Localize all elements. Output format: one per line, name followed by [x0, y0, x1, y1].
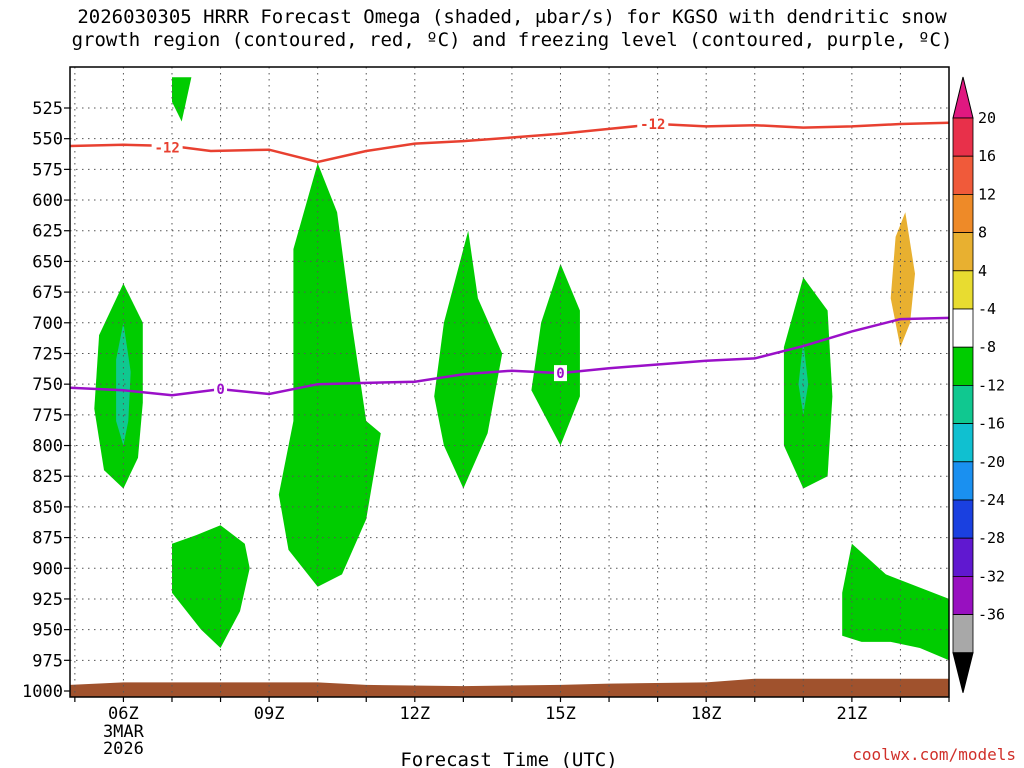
- colorbar-label: -20: [978, 453, 1005, 471]
- colorbar-swatch: [952, 346, 974, 386]
- colorbar-swatch: [952, 384, 974, 424]
- plot-frame: [69, 66, 950, 698]
- x-tick-label: 18Z: [691, 704, 722, 724]
- contour-label-bg: [553, 365, 567, 382]
- y-tick-label: 675: [32, 283, 63, 303]
- colorbar-label: -16: [978, 415, 1005, 433]
- colorbar-swatch: [952, 614, 974, 654]
- x-tick-label: 15Z: [545, 704, 576, 724]
- colorbar-top-arrow: [952, 76, 974, 119]
- omega-region-5: [434, 230, 503, 489]
- y-tick-label: 1000: [22, 682, 63, 702]
- title-line-1: 2026030305 HRRR Forecast Omega (shaded, …: [77, 6, 947, 28]
- colorbar-label: -24: [978, 491, 1005, 509]
- colorbar-swatch: [952, 117, 974, 157]
- y-axis-ticks: 525 550 575 600 625 650 675 700 725 750 775 800 825 8…: [22, 99, 70, 702]
- omega-region-10: [842, 543, 949, 661]
- colorbar-swatch: [952, 155, 974, 195]
- y-tick-label: 875: [32, 529, 63, 549]
- colorbar-swatch: [952, 193, 974, 233]
- colorbar-swatch: [952, 232, 974, 272]
- y-tick-label: 800: [32, 437, 63, 457]
- contour-label: -12: [640, 117, 665, 133]
- colorbar-swatch: [952, 270, 974, 310]
- contour-label-bg: [637, 115, 669, 132]
- y-tick-label: 525: [32, 99, 63, 119]
- y-tick-label: 850: [32, 498, 63, 518]
- x-tick-label: 21Z: [837, 704, 868, 724]
- omega-region-8: [798, 341, 809, 415]
- omega-region-2: [116, 322, 131, 446]
- colorbar-swatch: [952, 576, 974, 616]
- y-tick-label: 750: [32, 375, 63, 395]
- colorbar-label: 8: [978, 224, 987, 242]
- contour-label-bg: [214, 381, 228, 398]
- colorbar-label: 12: [978, 185, 996, 203]
- title-line-2: growth region (contoured, red, ºC) and f…: [71, 29, 953, 51]
- omega-region-4: [278, 163, 381, 587]
- colorbar-label: -12: [978, 376, 1005, 394]
- omega-region-0: [172, 77, 192, 122]
- contour-label: 0: [556, 366, 564, 382]
- contour-label-bg: [151, 139, 183, 156]
- omega-region-7: [783, 277, 833, 489]
- y-tick-label: 600: [32, 191, 63, 211]
- y-tick-label: 625: [32, 222, 63, 242]
- chart-title: 2026030305 HRRR Forecast Omega (shaded, …: [0, 6, 1024, 52]
- omega-shading: [94, 77, 949, 661]
- y-tick-label: 725: [32, 344, 63, 364]
- y-tick-label: 550: [32, 130, 63, 150]
- y-tick-label: 700: [32, 314, 63, 334]
- terrain-fill: [70, 678, 949, 697]
- colorbar-swatch: [952, 499, 974, 539]
- x-tick-year: 2026: [103, 739, 144, 759]
- omega-region-6: [531, 263, 580, 446]
- y-tick-label: 900: [32, 559, 63, 579]
- colorbar-bottom-arrow: [952, 652, 974, 693]
- terrain-surface: [70, 678, 949, 697]
- contour-labels: -12 -12 0 0: [151, 115, 669, 398]
- y-tick-label: 650: [32, 252, 63, 272]
- contour-label: 0: [216, 382, 224, 398]
- colorbar-label: 16: [978, 147, 996, 165]
- omega-region-9: [890, 212, 915, 348]
- credit-text: coolwx.com/models: [852, 745, 1016, 764]
- colorbar-swatch: [952, 308, 974, 348]
- colorbar-label: -8: [978, 338, 996, 356]
- omega-region-3: [172, 525, 250, 648]
- colorbar-swatch: [952, 537, 974, 577]
- y-tick-label: 975: [32, 651, 63, 671]
- colorbar-label: -32: [978, 567, 1005, 585]
- x-tick-label: 12Z: [399, 704, 430, 724]
- colorbar-label: -28: [978, 529, 1005, 547]
- colorbar-label: -4: [978, 300, 996, 318]
- colorbar-label: -36: [978, 606, 1005, 624]
- y-tick-label: 775: [32, 406, 63, 426]
- colorbar-swatch: [952, 423, 974, 463]
- y-tick-label: 825: [32, 467, 63, 487]
- x-tick-label: 09Z: [254, 704, 285, 724]
- colorbar: 20 16 12 8 4 -4 -8 -12 -16 -20 -24 -28 -32 -36: [952, 76, 1005, 693]
- grid-lines: [70, 67, 950, 697]
- x-tick-label: 06Z: [108, 704, 139, 724]
- x-tick-date: 3MAR: [103, 722, 145, 742]
- contour-label: -12: [154, 140, 179, 156]
- y-tick-label: 950: [32, 621, 63, 641]
- x-axis-label: Forecast Time (UTC): [400, 749, 617, 768]
- colorbar-label: 4: [978, 262, 987, 280]
- colorbar-swatch: [952, 461, 974, 501]
- colorbar-label: 20: [978, 109, 996, 127]
- y-tick-label: 575: [32, 160, 63, 180]
- contour-line-dgz: [70, 121, 949, 164]
- y-tick-label: 925: [32, 590, 63, 610]
